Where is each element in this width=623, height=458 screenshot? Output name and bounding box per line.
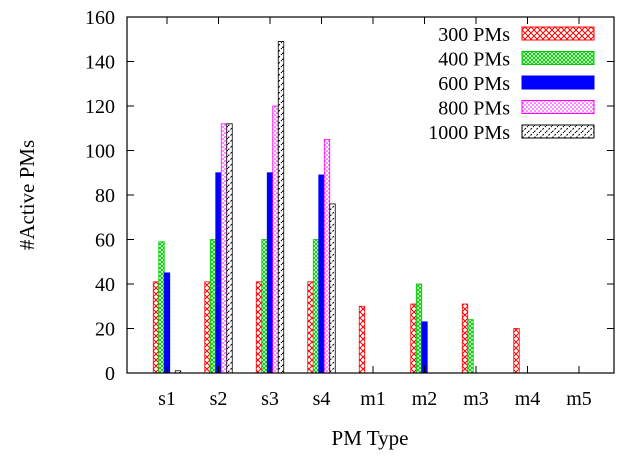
x-tick-label-s4: s4: [313, 388, 331, 410]
plot-frame: [126, 16, 615, 374]
x-tick-label-s2: s2: [210, 388, 228, 410]
legend-swatch-series-5: [521, 124, 595, 139]
x-tick-label-s3: s3: [261, 388, 279, 410]
bar-s4-series-3: [318, 174, 325, 374]
legend-swatch-series-3: [521, 75, 595, 90]
bar-s3-series-5: [277, 41, 285, 374]
legend-swatch-series-2: [521, 51, 595, 65]
bar-s3-series-3: [266, 172, 274, 374]
legend-label-series-1: 300 PMs: [438, 24, 510, 46]
y-tick-label: 80: [95, 185, 115, 207]
y-tick-label: 20: [95, 319, 115, 341]
axis-layer: 0 20 40 60 80 100 120 140 160 s1 s2 s3 s4 m1 m2 m3 m4 m5: [85, 7, 614, 410]
bar-s3-series-4: [272, 105, 279, 374]
bar-s4-series-4: [323, 138, 331, 374]
x-tick-label-s1: s1: [158, 388, 176, 410]
y-axis-title: #Active PMs: [15, 140, 39, 250]
legend-swatch-series-4: [521, 100, 595, 114]
bar-s2-series-4: [220, 123, 228, 374]
x-tick-label-m5: m5: [566, 388, 592, 410]
x-axis-title: PM Type: [332, 426, 409, 450]
y-tick-label: 60: [95, 230, 115, 252]
legend-label-series-3: 600 PMs: [438, 73, 510, 95]
bar-m2-series-2: [415, 283, 423, 374]
bar-m4-series-1: [513, 328, 520, 374]
y-tick-label: 120: [85, 96, 115, 118]
y-tick-label: 160: [85, 7, 115, 29]
y-tick-label: 100: [85, 141, 115, 163]
bar-s2-series-5: [226, 123, 233, 374]
x-tick-label-m4: m4: [515, 388, 541, 410]
y-tick-label: 140: [85, 52, 115, 74]
x-tick-label-m1: m1: [360, 388, 386, 410]
bar-s4-series-1: [307, 281, 314, 374]
bar-s1-series-3: [163, 272, 171, 374]
x-tick-label-m3: m3: [463, 388, 489, 410]
legend-swatch-series-1: [521, 26, 595, 41]
y-tick-label: 40: [95, 274, 115, 296]
legend-label-series-4: 800 PMs: [438, 98, 510, 120]
bar-s4-series-2: [312, 239, 320, 374]
legend-label-series-2: 400 PMs: [438, 49, 510, 71]
legend-label-series-5: 1000 PMs: [428, 122, 510, 144]
bar-s4-series-5: [329, 203, 336, 374]
bar-m2-series-1: [410, 303, 417, 374]
bar-s2-series-3: [215, 172, 222, 374]
bar-s1-series-2: [158, 241, 165, 374]
bars-layer: [152, 41, 520, 374]
bar-m2-series-3: [421, 321, 428, 374]
bar-s3-series-1: [255, 281, 263, 374]
x-tick-label-m2: m2: [412, 388, 438, 410]
bar-m3-series-2: [467, 319, 474, 374]
bar-s2-series-2: [209, 239, 217, 374]
bar-s2-series-1: [204, 281, 211, 374]
y-tick-label: 0: [105, 363, 115, 385]
bar-s3-series-2: [261, 239, 268, 374]
bar-m3-series-1: [461, 303, 469, 374]
bar-s1-series-1: [152, 281, 160, 374]
bar-m1-series-1: [358, 305, 366, 374]
